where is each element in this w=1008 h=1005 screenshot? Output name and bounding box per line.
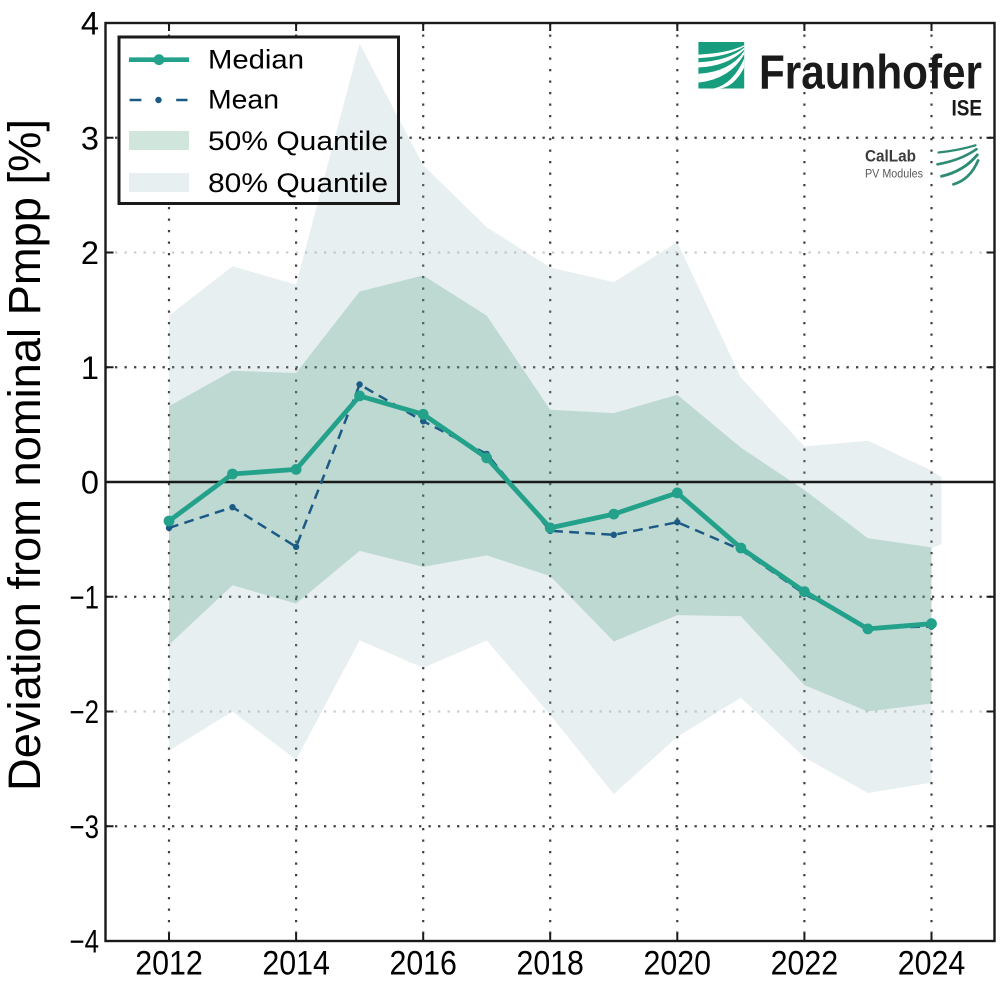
- svg-text:Deviation from nominal Pmpp [%: Deviation from nominal Pmpp [%]: [0, 119, 50, 791]
- svg-text:0: 0: [81, 465, 99, 501]
- svg-text:Mean: Mean: [208, 85, 279, 115]
- svg-text:Fraunhofer: Fraunhofer: [759, 46, 982, 100]
- svg-text:2014: 2014: [262, 945, 330, 983]
- svg-text:3: 3: [81, 120, 99, 156]
- svg-text:50% Quantile: 50% Quantile: [208, 126, 388, 156]
- svg-text:2016: 2016: [389, 945, 457, 983]
- svg-text:2: 2: [81, 235, 99, 271]
- svg-text:80% Quantile: 80% Quantile: [208, 168, 388, 198]
- svg-text:−2: −2: [70, 694, 100, 730]
- svg-text:1: 1: [81, 350, 99, 386]
- svg-text:CalLab: CalLab: [865, 148, 916, 166]
- svg-text:2024: 2024: [898, 945, 966, 983]
- svg-text:2022: 2022: [771, 945, 839, 983]
- svg-text:4: 4: [81, 6, 99, 42]
- svg-text:−1: −1: [70, 579, 100, 615]
- svg-text:2020: 2020: [644, 945, 712, 983]
- svg-text:ISE: ISE: [952, 95, 983, 120]
- svg-text:2018: 2018: [516, 945, 584, 983]
- svg-text:−3: −3: [70, 809, 100, 845]
- svg-text:−4: −4: [70, 924, 100, 960]
- svg-text:2012: 2012: [135, 945, 203, 983]
- svg-text:PV Modules: PV Modules: [865, 169, 923, 181]
- svg-text:Median: Median: [208, 44, 304, 74]
